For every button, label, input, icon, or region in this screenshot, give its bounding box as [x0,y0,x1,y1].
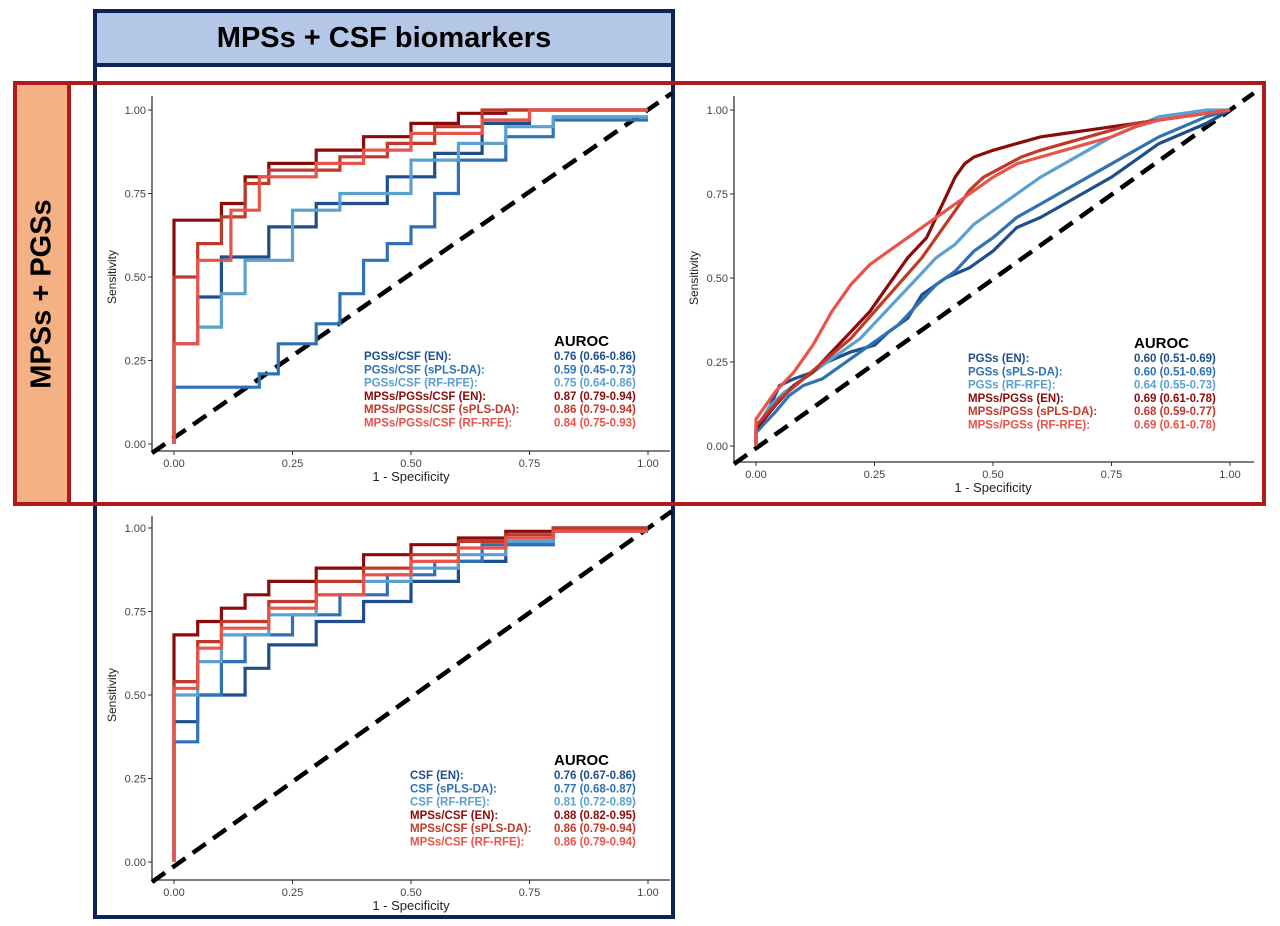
legend-entry-name: MPSs/CSF (EN): [410,810,498,822]
legend-entry-name: MPSs/PGSs (RF-RFE): [968,420,1090,432]
row-header-label: MPSs + PGSs [25,198,58,389]
x-tick-label: 0.25 [282,458,303,470]
x-tick-label: 0.00 [745,469,766,481]
x-tick-label: 0.50 [400,458,421,470]
legend-entry-name: PGSs/CSF (EN): [364,351,452,363]
legend-entry-auroc: 0.86 (0.79-0.94) [554,823,636,835]
y-tick-label: 0.25 [125,774,146,786]
roc-curve-4 [172,108,648,444]
legend-entry-name: MPSs/PGSs (sPLS-DA): [968,406,1097,418]
x-tick-label: 0.50 [982,469,1003,481]
roc-curve-6 [754,108,1231,446]
x-tick-label: 0.00 [163,458,184,470]
legend-entry-auroc: 0.69 (0.61-0.78) [1134,393,1216,405]
legend-entry-auroc: 0.86 (0.79-0.94) [554,404,636,416]
legend-entry-name: MPSs/PGSs (EN): [968,393,1064,405]
legend-entry-auroc: 0.64 (0.55-0.73) [1134,380,1216,392]
x-tick-label: 1.00 [1219,469,1240,481]
legend-entry-auroc: 0.76 (0.67-0.86) [554,770,636,782]
chance-diagonal [150,509,674,884]
row-header: MPSs + PGSs [13,81,71,506]
legend-entry-name: PGSs (EN): [968,353,1029,365]
roc-chart-mps-csf: 0.00 0.00 0.25 0.25 0.50 0.50 0.75 0.75 1.00 1.00… [105,509,674,913]
x-tick-label: 0.75 [1101,469,1122,481]
x-tick-label: 0.25 [282,887,303,899]
legend-entry-name: CSF (RF-RFE): [410,797,490,809]
y-axis-label: Sensitivity [687,251,701,305]
legend-entry-name: MPSs/CSF (sPLS-DA): [410,823,531,835]
y-tick-label: 0.50 [125,690,146,702]
roc-curve-2 [172,529,648,862]
legend-entry-auroc: 0.86 (0.79-0.94) [554,837,636,849]
x-tick-label: 0.75 [519,887,540,899]
y-tick-label: 0.00 [125,857,146,869]
x-axis-label: 1 - Specificity [372,469,450,484]
roc-curve-2 [754,108,1231,446]
y-tick-label: 0.75 [125,189,146,201]
legend-entry-auroc: 0.59 (0.45-0.73) [554,364,636,376]
y-tick-label: 0.75 [125,607,146,619]
roc-curve-5 [172,108,648,444]
y-tick-label: 0.50 [125,272,146,284]
x-tick-label: 0.50 [400,887,421,899]
legend-entry-name: MPSs/PGSs/CSF (EN): [364,391,486,403]
y-axis-label: Sensitivity [105,250,119,304]
x-tick-label: 0.75 [519,458,540,470]
legend-title: AUROC [1134,335,1189,352]
legend-entry-auroc: 0.77 (0.68-0.87) [554,783,636,795]
roc-curve-6 [172,529,648,862]
y-tick-label: 1.00 [125,523,146,535]
legend-entry-auroc: 0.60 (0.51-0.69) [1134,366,1216,378]
legend-entry-auroc: 0.81 (0.72-0.89) [554,797,636,809]
legend-title: AUROC [554,333,609,350]
legend-entry-auroc: 0.60 (0.51-0.69) [1134,353,1216,365]
column-header: MPSs + CSF biomarkers [93,9,675,67]
x-tick-label: 0.00 [163,887,184,899]
y-tick-label: 0.25 [125,356,146,368]
roc-curve-5 [754,108,1231,446]
x-axis-label: 1 - Specificity [954,480,1032,495]
y-tick-label: 0.00 [125,439,146,451]
roc-curve-3 [172,115,648,444]
roc-curve-6 [172,108,648,444]
legend-entry-name: PGSs (RF-RFE): [968,380,1056,392]
y-tick-label: 0.00 [707,441,728,453]
legend-entry-auroc: 0.75 (0.64-0.86) [554,378,636,390]
legend-entry-name: PGSs/CSF (sPLS-DA): [364,364,485,376]
legend-entry-name: MPSs/CSF (RF-RFE): [410,837,524,849]
y-axis-label: Sensitivity [105,668,119,722]
legend-entry-name: CSF (sPLS-DA): [410,783,497,795]
x-axis-label: 1 - Specificity [372,898,450,913]
legend-entry-auroc: 0.76 (0.66-0.86) [554,351,636,363]
legend-entry-name: CSF (EN): [410,770,464,782]
roc-curve-2 [172,118,648,444]
roc-chart-mps-pgs: 0.00 0.00 0.25 0.25 0.50 0.50 0.75 0.75 1.00 1.00… [687,91,1256,495]
legend-entry-auroc: 0.87 (0.79-0.94) [554,391,636,403]
legend-entry-name: MPSs/PGSs/CSF (sPLS-DA): [364,404,519,416]
legend-entry-auroc: 0.69 (0.61-0.78) [1134,420,1216,432]
legend-entry-name: MPSs/PGSs/CSF (RF-RFE): [364,418,512,430]
y-tick-label: 0.25 [707,357,728,369]
x-tick-label: 1.00 [637,887,658,899]
legend-entry-name: PGSs/CSF (RF-RFE): [364,378,478,390]
legend-title: AUROC [554,752,609,769]
chance-diagonal [732,91,1256,466]
chance-diagonal [150,91,673,455]
legend-entry-name: PGSs (sPLS-DA): [968,366,1063,378]
x-tick-label: 1.00 [637,458,658,470]
x-tick-label: 0.25 [864,469,885,481]
y-tick-label: 1.00 [707,105,728,117]
y-tick-label: 0.75 [707,189,728,201]
y-tick-label: 1.00 [125,105,146,117]
legend-entry-auroc: 0.84 (0.75-0.93) [554,418,636,430]
legend-entry-auroc: 0.88 (0.82-0.95) [554,810,636,822]
y-tick-label: 0.50 [707,273,728,285]
roc-chart-pgs-csf: 0.00 0.00 0.25 0.25 0.50 0.50 0.75 0.75 1.00 1.00… [105,91,673,484]
legend-entry-auroc: 0.68 (0.59-0.77) [1134,406,1216,418]
column-header-label: MPSs + CSF biomarkers [216,21,552,54]
